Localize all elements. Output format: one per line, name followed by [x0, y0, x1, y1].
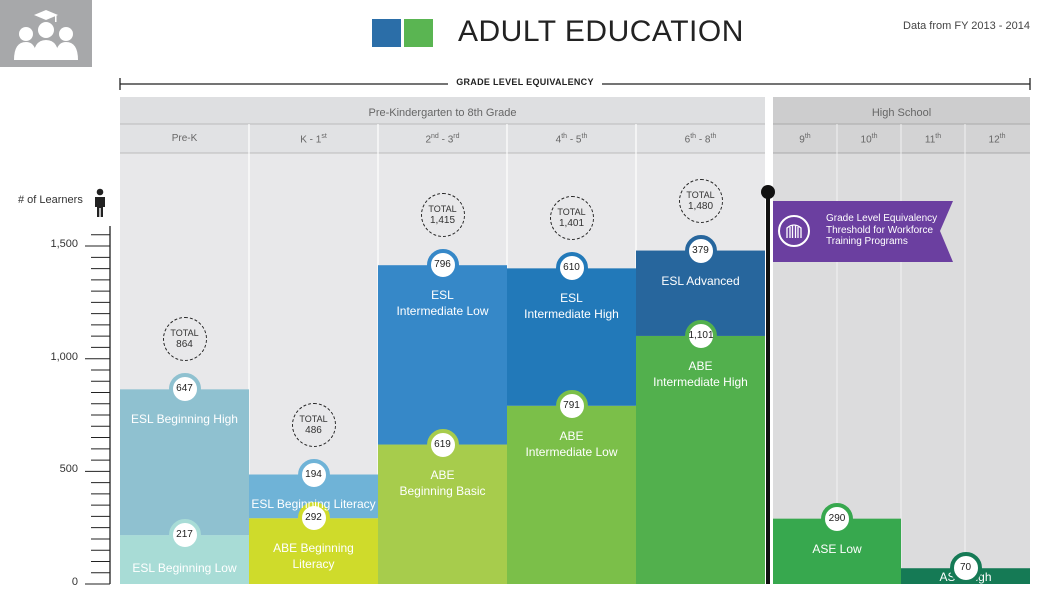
segment-label-line: ABE Beginning: [273, 541, 354, 556]
segment-label-line: ASE Low: [812, 541, 862, 556]
segment-label: ASE Low: [773, 541, 901, 557]
segment-label: ESL Advanced: [636, 273, 765, 289]
threshold-marker: [761, 185, 775, 199]
total-bubble: TOTAL 1,415: [420, 193, 465, 238]
threshold-label: Grade Level Equivalency Threshold for Wo…: [826, 213, 937, 248]
grade-label-6-8: 6th - 8th: [684, 133, 717, 146]
bar-segment: [507, 405, 636, 584]
total-value: 864: [176, 339, 193, 351]
learners-group-icon: [14, 10, 78, 60]
total-label: TOTAL: [686, 189, 715, 200]
grade-label-9: 9th: [799, 133, 811, 146]
page-title: ADULT EDUCATION: [458, 15, 744, 48]
title-square-green: [404, 19, 433, 47]
bar-segment: [378, 265, 507, 445]
data-label: 379: [684, 234, 717, 267]
total-label: TOTAL: [428, 204, 457, 215]
grade-label-pre-k: Pre-K: [171, 133, 198, 144]
total-label: TOTAL: [557, 207, 586, 218]
data-label: 619: [426, 428, 459, 461]
data-label: 194: [297, 458, 330, 491]
segment-label: ABE Beginning Literacy: [249, 540, 378, 572]
segment-label-line: ABE: [430, 467, 455, 482]
band-header-high-school: [773, 97, 1030, 124]
total-bubble: TOTAL 486: [291, 402, 336, 447]
total-bubble: TOTAL 1,480: [678, 178, 723, 223]
segment-label: ESL Beginning Low: [120, 560, 249, 576]
data-label: 791: [555, 389, 588, 422]
data-label: 796: [426, 249, 459, 282]
y-tick-label: 1,000: [50, 350, 78, 363]
segment-label-line: Intermediate Low: [525, 444, 618, 459]
data-label: 647: [168, 373, 201, 406]
grade-label-2-3: 2nd - 3rd: [425, 133, 460, 146]
total-value: 1,415: [429, 215, 456, 227]
source-note: Data from FY 2013 - 2014: [903, 20, 1030, 32]
threshold-label-line-1: Grade Level Equivalency: [826, 213, 938, 224]
grade-header-elementary: [120, 124, 765, 153]
total-value: 1,401: [558, 218, 585, 230]
segment-label-line: ESL: [431, 288, 454, 303]
total-label: TOTAL: [299, 413, 328, 424]
gate-icon-glyph: [786, 224, 802, 238]
title-square-blue: [372, 19, 401, 47]
segment-label: ABE Beginning Basic: [378, 467, 507, 499]
segment-label-line: ESL Beginning Low: [132, 560, 237, 575]
person-icon: [95, 188, 105, 217]
segment-label: ABE Intermediate Low: [507, 428, 636, 460]
bar-segment: [507, 268, 636, 406]
bar-segment: [378, 444, 507, 584]
segment-label-line: ESL Beginning High: [131, 412, 238, 427]
data-label: 290: [821, 502, 853, 535]
total-value: 486: [305, 424, 322, 436]
threshold-flag: [773, 201, 953, 262]
segment-label-line: ESL Beginning Literacy: [251, 497, 376, 512]
segment-label-line: ESL: [560, 291, 583, 306]
grade-label-12: 12th: [988, 133, 1006, 146]
segment-label-line: ABE: [559, 428, 584, 443]
bar-segment: [120, 389, 249, 536]
grade-label-11: 11th: [924, 133, 942, 146]
segment-label-line: Intermediate High: [524, 307, 619, 322]
segment-label: ABE Intermediate High: [636, 358, 765, 390]
y-axis-label: # of Learners: [18, 194, 83, 206]
band-header-elementary: [120, 97, 765, 124]
grade-label-10: 10th: [860, 133, 878, 146]
y-tick-label: 1,500: [50, 238, 78, 251]
data-label: 1,101: [684, 319, 717, 352]
section-title-text: GRADE LEVEL EQUIVALENCY: [448, 77, 602, 87]
data-label: 217: [168, 519, 201, 552]
data-label: 610: [555, 252, 588, 285]
segment-label-line: Beginning Basic: [399, 483, 486, 498]
logo-box: [0, 0, 92, 67]
segment-label-line: Intermediate High: [653, 374, 748, 389]
total-value: 1,480: [687, 200, 714, 212]
total-label: TOTAL: [170, 328, 199, 339]
band-label-high-school: High School: [871, 107, 932, 119]
segment-label: ESL Beginning High: [120, 411, 249, 427]
segment-label-line: Intermediate Low: [396, 304, 489, 319]
data-label: 70: [949, 552, 982, 585]
y-tick-label: 500: [59, 463, 78, 476]
segment-label: ESL Beginning Literacy: [249, 496, 378, 512]
total-bubble: TOTAL 1,401: [549, 196, 594, 241]
band-label-elementary: Pre-Kindergarten to 8th Grade: [368, 107, 517, 119]
y-tick-label: 0: [71, 576, 78, 588]
gate-icon: [778, 215, 810, 247]
grade-label-4-5: 4th - 5th: [555, 133, 588, 146]
section-title: GRADE LEVEL EQUIVALENCY: [0, 77, 1050, 87]
grade-label-k-1: K - 1st: [300, 133, 327, 146]
segment-label: ESL Intermediate High: [507, 290, 636, 322]
segment-label-line: ESL Advanced: [661, 273, 740, 288]
threshold-label-line-3: Training Programs: [826, 236, 908, 247]
segment-label-line: ABE: [688, 358, 713, 373]
bar-segment: [636, 335, 765, 584]
data-label: 292: [297, 502, 330, 535]
total-bubble: TOTAL 864: [162, 317, 207, 362]
segment-label-line: Literacy: [292, 557, 335, 572]
threshold-label-line-2: Threshold for Workforce: [826, 224, 934, 236]
segment-label: ESL Intermediate Low: [378, 287, 507, 319]
